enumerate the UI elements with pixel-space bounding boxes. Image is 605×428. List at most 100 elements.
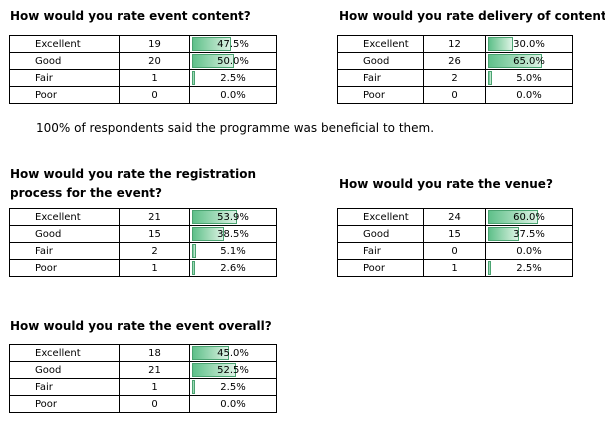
rating-label: Fair (9, 378, 120, 396)
response-count: 1 (119, 69, 190, 87)
percentage-value: 0.0% (516, 245, 542, 257)
table-row: Poor 1 2.6% (9, 259, 277, 277)
question-title: How would you rate the event overall? (10, 317, 272, 336)
percentage-bar (488, 54, 542, 68)
question-title: How would you rate the registration proce… (10, 165, 256, 203)
percentage-cell: 5.1% (189, 242, 277, 260)
percentage-value: 37.5% (513, 228, 545, 240)
rating-label: Good (9, 361, 120, 379)
table-row: Excellent 18 45.0% (9, 344, 277, 362)
percentage-cell: 60.0% (485, 208, 573, 226)
response-count: 2 (423, 69, 486, 87)
table-row: Poor 0 0.0% (9, 86, 277, 104)
rating-label: Good (9, 225, 120, 243)
percentage-bar (192, 261, 195, 275)
percentage-value: 47.5% (217, 38, 249, 50)
question-title: How would you rate event content? (10, 7, 251, 26)
rating-table: Excellent 24 60.0% Good 15 37.5% Fair 0 0.0% Poor… (337, 208, 573, 277)
question-title: How would you rate delivery of content? (339, 7, 605, 26)
percentage-value: 53.9% (217, 211, 249, 223)
question-title-line: How would you rate the event overall? (10, 319, 272, 333)
percentage-cell: 52.5% (189, 361, 277, 379)
percentage-cell: 0.0% (189, 395, 277, 413)
percentage-value: 5.1% (220, 245, 246, 257)
percentage-bar (192, 37, 231, 51)
question-title-line: How would you rate delivery of content? (339, 9, 605, 23)
question-title-line: How would you rate event content? (10, 9, 251, 23)
table-row: Fair 1 2.5% (9, 69, 277, 87)
rating-table: Excellent 18 45.0% Good 21 52.5% Fair 1 2.5% Poor… (9, 344, 277, 413)
percentage-bar (488, 71, 492, 85)
table-row: Good 15 38.5% (9, 225, 277, 243)
response-count: 15 (423, 225, 486, 243)
response-count: 21 (119, 208, 190, 226)
percentage-value: 0.0% (516, 89, 542, 101)
response-count: 0 (119, 395, 190, 413)
response-count: 18 (119, 344, 190, 362)
percentage-value: 65.0% (513, 55, 545, 67)
table-row: Excellent 12 30.0% (337, 35, 573, 53)
question-title-line: How would you rate the venue? (339, 177, 553, 191)
rating-table: Excellent 21 53.9% Good 15 38.5% Fair 2 5.1% Poor… (9, 208, 277, 277)
table-row: Good 21 52.5% (9, 361, 277, 379)
response-count: 20 (119, 52, 190, 70)
table-row: Good 20 50.0% (9, 52, 277, 70)
percentage-cell: 45.0% (189, 344, 277, 362)
percentage-bar (192, 210, 237, 224)
rating-label: Excellent (337, 208, 424, 226)
rating-label: Excellent (9, 344, 120, 362)
rating-table: Excellent 12 30.0% Good 26 65.0% Fair 2 5.0% Poor… (337, 35, 573, 104)
percentage-bar (192, 71, 195, 85)
percentage-value: 30.0% (513, 38, 545, 50)
response-count: 12 (423, 35, 486, 53)
response-count: 1 (423, 259, 486, 277)
percentage-bar (192, 54, 234, 68)
percentage-cell: 2.5% (189, 69, 277, 87)
percentage-value: 0.0% (220, 89, 246, 101)
table-row: Excellent 21 53.9% (9, 208, 277, 226)
rating-label: Excellent (9, 208, 120, 226)
table-row: Fair 1 2.5% (9, 378, 277, 396)
percentage-cell: 47.5% (189, 35, 277, 53)
percentage-value: 0.0% (220, 398, 246, 410)
percentage-bar (488, 261, 491, 275)
response-count: 21 (119, 361, 190, 379)
response-count: 2 (119, 242, 190, 260)
rating-label: Poor (9, 395, 120, 413)
rating-label: Poor (9, 86, 120, 104)
response-count: 19 (119, 35, 190, 53)
table-row: Good 26 65.0% (337, 52, 573, 70)
percentage-value: 2.5% (220, 72, 246, 84)
percentage-value: 38.5% (217, 228, 249, 240)
percentage-cell: 0.0% (485, 242, 573, 260)
percentage-bar (192, 244, 196, 258)
rating-label: Good (337, 225, 424, 243)
response-count: 0 (423, 86, 486, 104)
rating-label: Good (9, 52, 120, 70)
percentage-value: 2.5% (220, 381, 246, 393)
percentage-cell: 50.0% (189, 52, 277, 70)
percentage-bar (488, 210, 538, 224)
percentage-bar (192, 363, 236, 377)
beneficial-note: 100% of respondents said the programme w… (36, 121, 435, 135)
percentage-value: 45.0% (217, 347, 249, 359)
table-row: Poor 0 0.0% (9, 395, 277, 413)
percentage-cell: 2.5% (189, 378, 277, 396)
percentage-cell: 2.5% (485, 259, 573, 277)
rating-label: Fair (9, 242, 120, 260)
percentage-bar (488, 37, 513, 51)
percentage-bar (488, 227, 519, 241)
percentage-cell: 5.0% (485, 69, 573, 87)
table-row: Excellent 19 47.5% (9, 35, 277, 53)
percentage-cell: 2.6% (189, 259, 277, 277)
rating-label: Excellent (9, 35, 120, 53)
response-count: 26 (423, 52, 486, 70)
rating-label: Excellent (337, 35, 424, 53)
table-row: Fair 2 5.0% (337, 69, 573, 87)
percentage-value: 52.5% (217, 364, 249, 376)
response-count: 0 (119, 86, 190, 104)
table-row: Poor 0 0.0% (337, 86, 573, 104)
rating-label: Poor (9, 259, 120, 277)
percentage-bar (192, 346, 229, 360)
percentage-cell: 65.0% (485, 52, 573, 70)
